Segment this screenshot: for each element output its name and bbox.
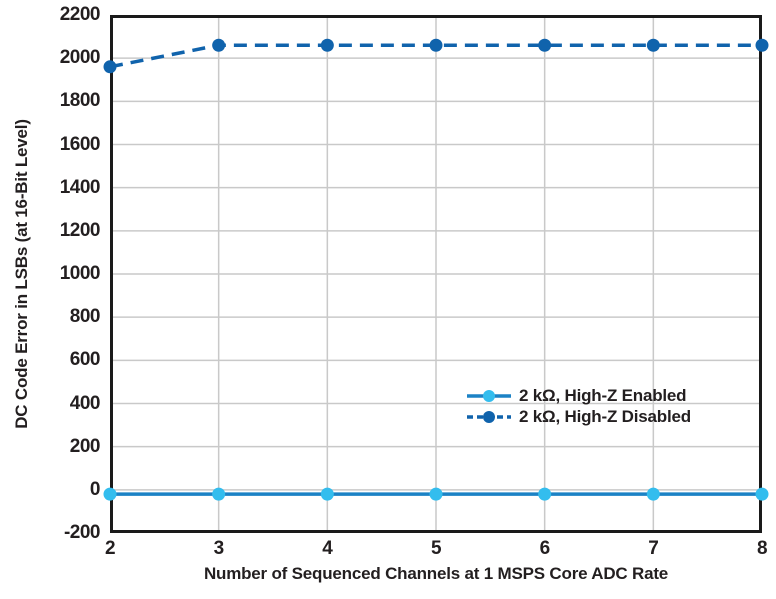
legend-label-highz-enabled: 2 kΩ, High-Z Enabled	[519, 385, 687, 405]
x-tick-label: 8	[756, 538, 768, 559]
data-point-marker	[429, 487, 443, 501]
data-point-marker	[538, 487, 552, 501]
x-axis-title: Number of Sequenced Channels at 1 MSPS C…	[203, 564, 669, 583]
x-tick-label: 4	[322, 538, 333, 559]
legend-swatch-dashed-line-icon	[467, 410, 511, 423]
x-tick-label: 2	[104, 538, 116, 559]
y-tick-label: 1600	[59, 133, 101, 155]
data-point-marker	[755, 38, 769, 52]
data-point-marker	[646, 38, 660, 52]
y-tick-label: 200	[69, 435, 101, 457]
y-tick-label: 600	[69, 349, 101, 371]
x-tick-label: 3	[213, 538, 225, 559]
plot-border	[110, 15, 762, 533]
data-point-marker	[646, 487, 660, 501]
data-point-marker	[320, 487, 334, 501]
y-tick-label: 400	[69, 392, 101, 414]
y-tick-label: 1200	[59, 219, 101, 241]
data-point-marker	[320, 38, 334, 52]
data-point-marker	[212, 487, 226, 501]
y-tick-label: 1800	[59, 90, 101, 112]
y-tick-label: 0	[89, 478, 101, 500]
data-point-marker	[429, 38, 443, 52]
x-tick-label: 7	[648, 538, 659, 559]
y-tick-label: 800	[69, 306, 101, 328]
data-point-marker	[103, 487, 117, 501]
legend-item-highz-disabled: 2 kΩ, High-Z Disabled	[466, 406, 691, 427]
data-point-marker	[538, 38, 552, 52]
legend-item-highz-enabled: 2 kΩ, High-Z Enabled	[466, 385, 691, 406]
data-point-marker	[212, 38, 226, 52]
x-tick-label: 6	[539, 538, 551, 559]
data-point-marker	[755, 487, 769, 501]
data-point-marker	[103, 60, 117, 74]
y-tick-label: 1000	[59, 263, 101, 284]
y-tick-label: -200	[63, 522, 101, 543]
y-tick-label: 2000	[59, 47, 101, 69]
plot-area	[103, 15, 769, 533]
legend: 2 kΩ, High-Z Enabled 2 kΩ, High-Z Disabl…	[466, 385, 691, 427]
legend-swatch-solid-line-icon	[467, 389, 511, 402]
legend-label-highz-disabled: 2 kΩ, High-Z Disabled	[519, 406, 691, 426]
y-tick-label: 2200	[59, 4, 101, 25]
y-tick-label: 1400	[59, 176, 101, 198]
x-tick-label: 5	[430, 538, 442, 559]
